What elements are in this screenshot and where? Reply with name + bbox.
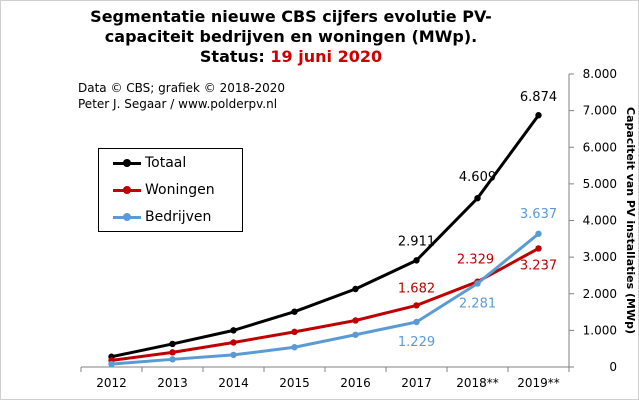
data-point-bedrijven [108,360,115,368]
data-point-woningen [352,317,359,324]
data-label-woningen: 1.682 [398,281,435,296]
data-point-woningen [230,339,237,346]
credits-line-2: Peter J. Segaar / www.polderpv.nl [78,97,278,111]
legend-label-bedrijven: Bedrijven [145,209,212,225]
data-point-bedrijven [352,331,359,338]
x-tick-label: 2012 [96,376,127,390]
data-point-totaal [169,340,176,348]
legend-label-woningen: Woningen [145,182,215,198]
chart-status: Status: 19 juni 2020 [61,47,521,67]
data-point-totaal [291,308,298,315]
x-tick-label: 2018** [456,376,499,390]
data-label-woningen: 3.237 [520,258,557,273]
data-label-totaal: 2.911 [398,234,435,249]
data-point-bedrijven [535,230,542,237]
data-label-bedrijven: 3.637 [520,207,557,222]
y-tick-label: 1.000 [583,323,617,337]
series-line-woningen [111,247,540,362]
legend-label-totaal: Totaal [145,155,187,171]
x-tick-label: 2019** [517,376,560,390]
data-point-totaal [352,285,359,293]
x-tick-label: 2013 [157,376,188,390]
data-label-totaal: 6.874 [520,90,557,105]
series-line-totaal [111,114,540,359]
x-tick-label: 2014 [218,376,249,390]
legend-swatch-totaal [113,158,141,168]
credits: Data © CBS; grafiek © 2018-2020 Peter J.… [78,80,285,112]
y-axis-title: Capaciteit van PV installaties (MWp) [624,107,637,334]
data-label-bedrijven: 1.229 [398,335,435,350]
credits-line-1: Data © CBS; grafiek © 2018-2020 [78,81,285,95]
data-point-totaal [413,257,420,264]
legend-item-bedrijven: Bedrijven [113,205,211,229]
y-tick-label: 8.000 [583,67,617,81]
x-tick-label: 2016 [340,376,371,390]
x-tick-label: 2017 [401,376,432,390]
data-point-bedrijven [169,356,176,363]
data-label-bedrijven: 2.281 [459,296,496,311]
chart-title-line-1: Segmentatie nieuwe CBS cijfers evolutie … [90,7,492,26]
data-label-woningen: 2.329 [457,253,494,268]
data-point-totaal [230,327,237,334]
y-tick-label: 6.000 [583,140,617,154]
y-tick-label: 5.000 [583,177,617,191]
y-tick-label: 0 [609,360,617,374]
legend-item-woningen: Woningen [113,178,215,202]
data-point-bedrijven [413,318,420,326]
data-point-woningen [291,328,298,336]
data-point-totaal [474,194,481,202]
status-label: Status: [199,47,265,66]
data-label-totaal: 4.609 [459,170,496,185]
y-tick-label: 4.000 [583,214,617,228]
data-point-woningen [413,302,420,309]
data-point-woningen [169,349,176,356]
y-tick-label: 2.000 [583,287,617,301]
data-point-bedrijven [474,280,481,287]
status-date: 19 juni 2020 [270,47,383,66]
legend-swatch-bedrijven [113,212,141,222]
data-point-bedrijven [291,344,298,351]
y-tick-label: 3.000 [583,250,617,264]
x-tick-label: 2015 [279,376,310,390]
legend: Totaal Woningen Bedrijven [98,148,243,232]
legend-item-totaal: Totaal [113,151,186,175]
chart-title: Segmentatie nieuwe CBS cijfers evolutie … [61,7,521,67]
y-tick-label: 7.000 [583,104,617,118]
series-line-bedrijven [111,232,540,366]
data-point-woningen [535,245,542,252]
data-point-totaal [535,112,542,119]
legend-swatch-woningen [113,185,141,195]
data-point-bedrijven [230,351,237,359]
chart-title-line-2: capaciteit bedrijven en woningen (MWp). [104,27,478,46]
